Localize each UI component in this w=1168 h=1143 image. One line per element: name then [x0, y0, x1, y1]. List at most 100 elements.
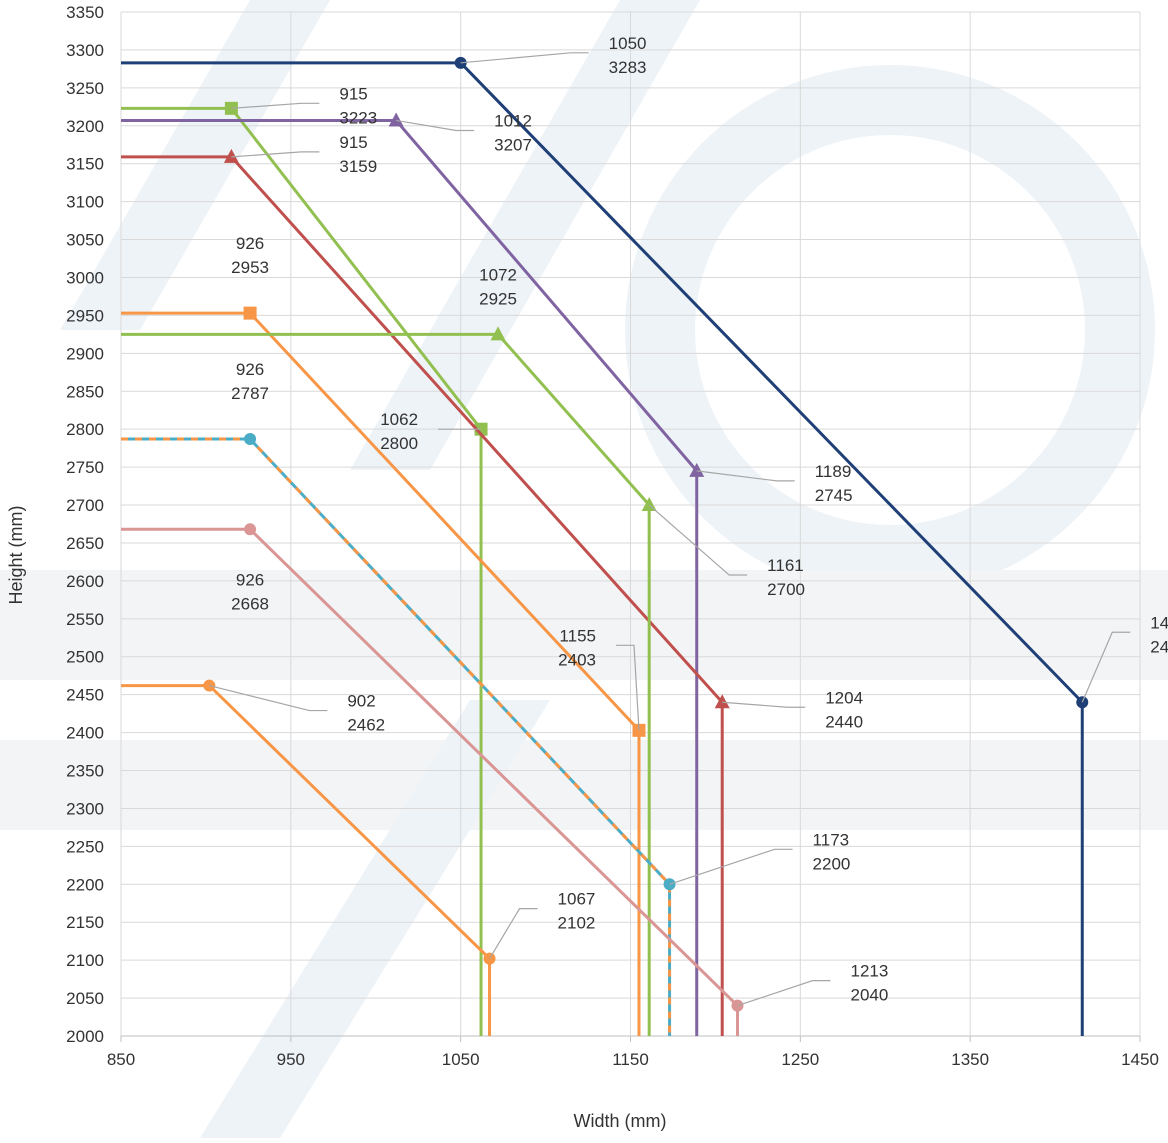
series-line — [121, 61, 1084, 1036]
y-tick-label: 2900 — [66, 344, 104, 363]
series-line — [121, 332, 651, 1036]
data-label: 1416 2440 — [1081, 613, 1168, 703]
data-label-y: 2102 — [558, 914, 596, 933]
data-label-x: 1161 — [767, 556, 804, 575]
leader-line — [489, 908, 538, 959]
y-tick-label: 3000 — [66, 268, 104, 287]
y-tick-label: 3150 — [66, 155, 104, 174]
data-label-y: 2462 — [347, 716, 385, 735]
x-tick-label: 1050 — [442, 1050, 480, 1069]
y-tick-label: 2050 — [66, 989, 104, 1008]
leader-line — [231, 151, 320, 158]
y-tick-label: 2000 — [66, 1027, 104, 1046]
data-label-x: 1155 — [559, 626, 596, 645]
series-line — [121, 527, 739, 1036]
x-tick-label: 1150 — [612, 1050, 649, 1069]
y-tick-label: 2100 — [66, 951, 104, 970]
series-7 — [121, 433, 676, 1036]
leader-line — [696, 470, 795, 482]
data-label-y: 3283 — [609, 58, 647, 77]
data-labels: 1050328314162440915322310622800101232071… — [209, 34, 1168, 1007]
data-label-y: 2745 — [815, 486, 853, 505]
data-label-y: 2668 — [231, 594, 269, 613]
data-label: 902 2462 — [209, 684, 385, 735]
leader-line — [615, 644, 640, 731]
data-label-y: 2440 — [825, 712, 863, 731]
leader-line — [669, 848, 793, 885]
y-tick-label: 2550 — [66, 610, 104, 629]
data-label: 1204 2440 — [722, 688, 863, 731]
y-tick-label: 2850 — [66, 382, 104, 401]
data-label-y: 2787 — [231, 384, 269, 403]
data-label-y: 2925 — [479, 289, 517, 308]
data-label: 926 2953 — [231, 234, 269, 277]
leader-line — [396, 119, 475, 132]
data-label-y: 3223 — [339, 108, 377, 127]
y-tick-label: 3050 — [66, 231, 104, 250]
data-point-marker — [388, 112, 404, 127]
y-tick-label: 3300 — [66, 41, 104, 60]
data-label-x: 1416 — [1150, 613, 1168, 632]
data-label: 1161 2700 — [648, 504, 805, 599]
data-point-marker — [244, 433, 257, 446]
x-tick-label: 1250 — [781, 1050, 819, 1069]
data-label: 926 2668 — [231, 570, 269, 613]
data-label: 926 2787 — [231, 360, 269, 403]
bg-shape — [350, 0, 700, 470]
bg-shape — [625, 65, 1155, 595]
data-label-y: 2040 — [850, 986, 888, 1005]
y-tick-label: 2200 — [66, 875, 104, 894]
series-line-dash — [121, 437, 672, 1036]
x-tick-label: 1450 — [1121, 1050, 1159, 1069]
leader-line — [737, 980, 831, 1007]
y-tick-label: 2350 — [66, 762, 104, 781]
data-label-x: 1189 — [815, 462, 852, 481]
data-point-marker — [243, 306, 257, 320]
leader-line — [231, 102, 320, 109]
y-tick-label: 2950 — [66, 306, 104, 325]
y-tick-label: 3250 — [66, 79, 104, 98]
data-point-marker — [244, 523, 257, 536]
y-tick-label: 2250 — [66, 837, 104, 856]
data-label-y: 2200 — [813, 854, 851, 873]
leader-line — [209, 684, 328, 712]
data-point-marker — [714, 694, 730, 709]
grid — [120, 11, 1141, 1042]
y-tick-label: 2750 — [66, 458, 104, 477]
data-label-y: 3207 — [494, 135, 532, 154]
data-label-x: 1050 — [609, 34, 647, 53]
y-tick-label: 3350 — [66, 3, 104, 22]
series-line — [121, 106, 483, 1036]
data-label-x: 915 — [339, 84, 367, 103]
data-label: 1072 2925 — [479, 265, 517, 308]
leader-line — [648, 504, 748, 576]
series-3 — [121, 112, 705, 1036]
y-axis-title: Height (mm) — [6, 505, 26, 604]
bg-shape — [200, 700, 550, 1138]
data-label: 1062 2800 — [380, 410, 482, 453]
data-label-x: 1012 — [494, 111, 532, 130]
y-tick-label: 2450 — [66, 686, 104, 705]
y-tick-label: 2500 — [66, 648, 104, 667]
data-label-x: 1213 — [850, 962, 888, 981]
y-tick-label: 2700 — [66, 496, 104, 515]
data-label-x: 926 — [236, 234, 264, 253]
data-label: 1050 3283 — [460, 34, 647, 77]
data-label-y: 2700 — [767, 580, 805, 599]
bg-shape — [60, 0, 330, 330]
y-tick-label: 2400 — [66, 724, 104, 743]
tick-labels: 2000 2050 2100 2150 2200 2250 2300 2350 2400 2450… — [66, 3, 1159, 1069]
y-tick-label: 2300 — [66, 799, 104, 818]
y-tick-label: 2600 — [66, 572, 104, 591]
data-label-x: 1204 — [825, 688, 863, 707]
data-label-x: 926 — [236, 360, 264, 379]
x-axis-title: Width (mm) — [574, 1111, 667, 1131]
leader-line — [460, 52, 589, 64]
data-label: 915 3159 — [231, 133, 377, 176]
data-label-y: 2953 — [231, 258, 269, 277]
data-label-x: 1062 — [380, 410, 418, 429]
x-tick-label: 950 — [277, 1050, 305, 1069]
